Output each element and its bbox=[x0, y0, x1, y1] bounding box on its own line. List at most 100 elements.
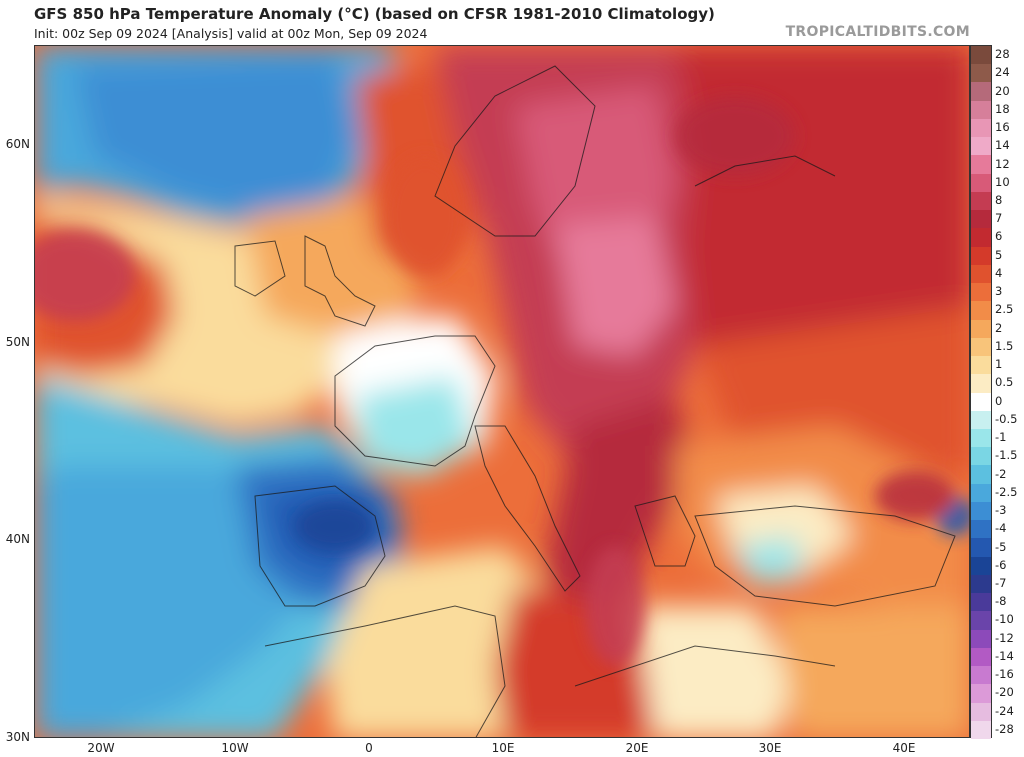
colorbar-label: -10 bbox=[995, 612, 1014, 627]
colorbar-label: 2 bbox=[995, 320, 1003, 335]
colorbar-label: -5 bbox=[995, 539, 1007, 554]
colorbar-swatch bbox=[971, 100, 991, 120]
lat-label-50n: 50N bbox=[5, 335, 30, 349]
map-subtitle: Init: 00z Sep 09 2024 [Analysis] valid a… bbox=[34, 26, 428, 41]
colorbar-swatch bbox=[971, 647, 991, 667]
colorbar-swatch bbox=[971, 356, 991, 375]
colorbar-swatch bbox=[971, 684, 991, 704]
colorbar-label: 10 bbox=[995, 174, 1010, 189]
britain-outline bbox=[304, 235, 376, 327]
colorbar-label: 6 bbox=[995, 229, 1003, 244]
lat-label-60n: 60N bbox=[5, 137, 30, 151]
north-africa-coast bbox=[264, 605, 506, 737]
greece-outline bbox=[634, 495, 696, 567]
colorbar-label: -2.5 bbox=[995, 484, 1018, 499]
colorbar-swatch bbox=[971, 82, 991, 102]
lon-label-0: 0 bbox=[365, 741, 373, 755]
colorbar bbox=[970, 45, 992, 740]
colorbar-label: 4 bbox=[995, 265, 1003, 280]
colorbar-swatch bbox=[971, 64, 991, 83]
colorbar-swatch bbox=[971, 720, 991, 740]
colorbar-swatch bbox=[971, 447, 991, 466]
lat-label-40n: 40N bbox=[5, 532, 30, 546]
colorbar-label: -28 bbox=[995, 721, 1014, 736]
colorbar-swatch bbox=[971, 593, 991, 612]
colorbar-swatch bbox=[971, 264, 991, 284]
colorbar-label: 5 bbox=[995, 247, 1003, 262]
colorbar-label: -1 bbox=[995, 430, 1007, 445]
map-title: GFS 850 hPa Temperature Anomaly (°C) (ba… bbox=[34, 5, 715, 23]
colorbar-label: -8 bbox=[995, 594, 1007, 609]
colorbar-swatch bbox=[971, 46, 991, 65]
colorbar-swatch bbox=[971, 137, 991, 156]
lon-label-30e: 30E bbox=[758, 741, 782, 755]
turkey-outline bbox=[694, 505, 956, 607]
colorbar-labels: 28 24 20 18 16 14 12 10 8 7 6 5 4 3 2.5 2 1.5 1 0.5 0 -0.5 -1… bbox=[995, 45, 1024, 738]
france-outline bbox=[334, 335, 496, 467]
colorbar-swatch bbox=[971, 501, 991, 521]
colorbar-label: 16 bbox=[995, 120, 1010, 135]
colorbar-label: 12 bbox=[995, 156, 1010, 171]
colorbar-swatch bbox=[971, 301, 991, 321]
colorbar-label: -2 bbox=[995, 466, 1007, 481]
colorbar-label: -0.5 bbox=[995, 411, 1018, 426]
colorbar-swatch bbox=[971, 666, 991, 685]
baltic-coast bbox=[694, 155, 836, 187]
colorbar-swatch bbox=[971, 374, 991, 393]
lon-label-20w: 20W bbox=[87, 741, 115, 755]
colorbar-label: -20 bbox=[995, 685, 1014, 700]
colorbar-swatch bbox=[971, 191, 991, 211]
colorbar-label: 7 bbox=[995, 211, 1003, 226]
colorbar-swatch bbox=[971, 611, 991, 631]
colorbar-label: 8 bbox=[995, 193, 1003, 207]
colorbar-swatch bbox=[971, 319, 991, 339]
colorbar-label: -6 bbox=[995, 557, 1007, 572]
colorbar-label: -24 bbox=[995, 703, 1014, 718]
colorbar-label: 0 bbox=[995, 393, 1003, 408]
iberia-outline bbox=[254, 485, 386, 607]
colorbar-label: 14 bbox=[995, 138, 1010, 153]
colorbar-label: 1.5 bbox=[995, 338, 1014, 353]
colorbar-label: 18 bbox=[995, 101, 1010, 116]
colorbar-swatch bbox=[971, 283, 991, 302]
brand-watermark: TROPICALTIDBITS.COM bbox=[785, 24, 970, 40]
colorbar-label: 28 bbox=[995, 47, 1010, 62]
ireland-outline bbox=[234, 240, 286, 297]
colorbar-swatch bbox=[971, 629, 991, 649]
colorbar-swatch bbox=[971, 556, 991, 576]
colorbar-swatch bbox=[971, 520, 991, 539]
lon-label-10e: 10E bbox=[491, 741, 515, 755]
colorbar-swatch bbox=[971, 246, 991, 266]
colorbar-label: 24 bbox=[995, 65, 1010, 80]
colorbar-swatch bbox=[971, 155, 991, 175]
colorbar-label: -3 bbox=[995, 503, 1007, 518]
colorbar-swatch bbox=[971, 392, 991, 412]
colorbar-label: 20 bbox=[995, 83, 1010, 98]
italy-outline bbox=[474, 425, 581, 592]
lat-label-30n: 30N bbox=[5, 730, 30, 744]
colorbar-swatch bbox=[971, 210, 991, 229]
coastlines bbox=[234, 65, 956, 737]
lon-label-20e: 20E bbox=[625, 741, 649, 755]
colorbar-label: -14 bbox=[995, 648, 1014, 663]
colorbar-label: -7 bbox=[995, 575, 1007, 590]
colorbar-swatch bbox=[971, 428, 991, 448]
anomaly-field bbox=[35, 46, 969, 737]
colorbar-swatch bbox=[971, 228, 991, 248]
colorbar-label: -16 bbox=[995, 667, 1014, 682]
colorbar-swatch bbox=[971, 118, 991, 138]
colorbar-swatch bbox=[971, 337, 991, 357]
scandinavia-outline bbox=[434, 65, 596, 237]
libya-egypt-coast bbox=[574, 645, 836, 687]
colorbar-swatch bbox=[971, 574, 991, 594]
anomaly-map bbox=[34, 45, 970, 738]
lon-label-40e: 40E bbox=[892, 741, 916, 755]
colorbar-label: 1 bbox=[995, 357, 1003, 372]
colorbar-swatch bbox=[971, 410, 991, 430]
lon-label-10w: 10W bbox=[221, 741, 249, 755]
colorbar-label: 3 bbox=[995, 284, 1003, 299]
colorbar-label: 2.5 bbox=[995, 302, 1014, 317]
colorbar-swatch bbox=[971, 483, 991, 503]
colorbar-label: -4 bbox=[995, 521, 1007, 536]
colorbar-label: -1.5 bbox=[995, 448, 1018, 463]
